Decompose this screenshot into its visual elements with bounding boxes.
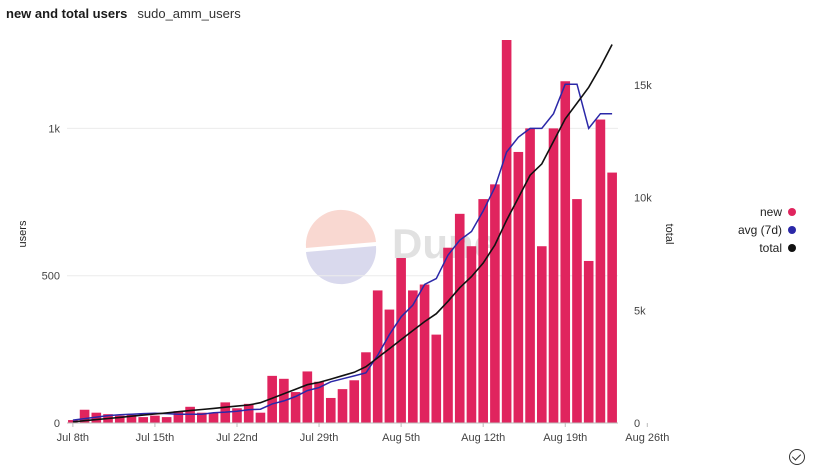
bar-new: [443, 247, 453, 423]
bar-new: [150, 415, 160, 423]
legend-item-total[interactable]: total: [700, 241, 796, 255]
legend-dot-new: [788, 208, 796, 216]
bar-new: [431, 334, 442, 423]
bar-new: [126, 414, 137, 423]
bar-new: [478, 199, 488, 423]
x-tick-label: Aug 5th: [382, 432, 420, 444]
bar-new: [208, 412, 219, 423]
y-axis: 0 500 1k: [42, 123, 61, 430]
legend-item-avg[interactable]: avg (7d): [700, 223, 796, 237]
bar-new: [337, 389, 348, 423]
bar-new: [607, 172, 617, 423]
line-total: [72, 44, 613, 423]
y-tick-label: 0: [54, 418, 60, 430]
bar-new: [349, 380, 360, 423]
bar-new: [173, 411, 184, 423]
lines-layer: [72, 44, 613, 423]
bar-new: [525, 128, 535, 423]
bar-new: [325, 397, 336, 423]
x-tick-label: Aug 19th: [543, 432, 587, 444]
bar-new: [79, 409, 90, 423]
y2-axis: 0 5k 10k 15k: [634, 80, 652, 430]
y2-axis-title: total: [663, 224, 675, 245]
bar-new: [114, 415, 125, 423]
watermark-logo-bottom: [306, 246, 377, 285]
chart-header: new and total users sudo_amm_users: [6, 6, 241, 21]
y2-tick-label: 5k: [634, 305, 646, 317]
bar-new: [290, 392, 301, 423]
bar-new: [501, 40, 512, 423]
bar-new: [408, 290, 418, 423]
bar-new: [255, 412, 266, 423]
chart-subtitle: sudo_amm_users: [137, 6, 241, 21]
x-tick-label: Jul 29th: [300, 432, 339, 444]
legend-label-total: total: [759, 241, 782, 255]
x-tick-label: Aug 12th: [461, 432, 505, 444]
x-tick-label: Jul 15th: [136, 432, 175, 444]
bar-new: [314, 381, 324, 423]
y-tick-label: 500: [42, 271, 60, 283]
bar-new: [572, 199, 582, 423]
x-tick-label: Jul 8th: [57, 432, 89, 444]
bar-new: [138, 417, 149, 423]
legend-label-avg: avg (7d): [737, 223, 782, 237]
bar-new: [454, 213, 465, 423]
legend-dot-total: [788, 244, 796, 252]
bar-new: [466, 246, 477, 423]
legend-label-new: new: [759, 205, 782, 219]
y2-tick-label: 0: [634, 418, 640, 430]
x-axis: Jul 8th Jul 15th Jul 22nd Jul 29th Aug 5th Au…: [57, 422, 669, 444]
bar-new: [267, 375, 277, 423]
bar-new: [419, 284, 430, 423]
chart-title: new and total users: [6, 6, 128, 21]
y2-tick-label: 15k: [634, 80, 652, 92]
bars-layer: [68, 40, 617, 424]
bar-new: [302, 371, 313, 423]
watermark-logo-top: [305, 209, 376, 248]
x-tick-label: Jul 22nd: [216, 432, 258, 444]
bar-new: [68, 420, 78, 423]
legend: new avg (7d) total: [700, 205, 796, 255]
y-tick-label: 1k: [48, 123, 60, 135]
bar-new: [595, 119, 606, 424]
bar-new: [161, 417, 172, 423]
bar-new: [243, 403, 254, 423]
y2-tick-label: 10k: [634, 193, 652, 205]
bar-new: [548, 128, 559, 423]
bar-new: [490, 184, 500, 423]
bar-new: [384, 309, 395, 423]
x-tick-label: Aug 26th: [625, 432, 669, 444]
bar-new: [536, 246, 547, 423]
bar-new: [197, 412, 207, 423]
checkmark-icon[interactable]: [789, 449, 805, 465]
bar-new: [361, 352, 371, 423]
bar-new: [583, 260, 594, 423]
legend-dot-avg: [788, 226, 796, 234]
legend-item-new[interactable]: new: [700, 205, 796, 219]
bar-new: [560, 81, 571, 423]
y-axis-title: users: [17, 220, 29, 247]
bar-new: [372, 290, 383, 423]
bar-new: [513, 151, 524, 423]
bar-new: [232, 408, 242, 423]
